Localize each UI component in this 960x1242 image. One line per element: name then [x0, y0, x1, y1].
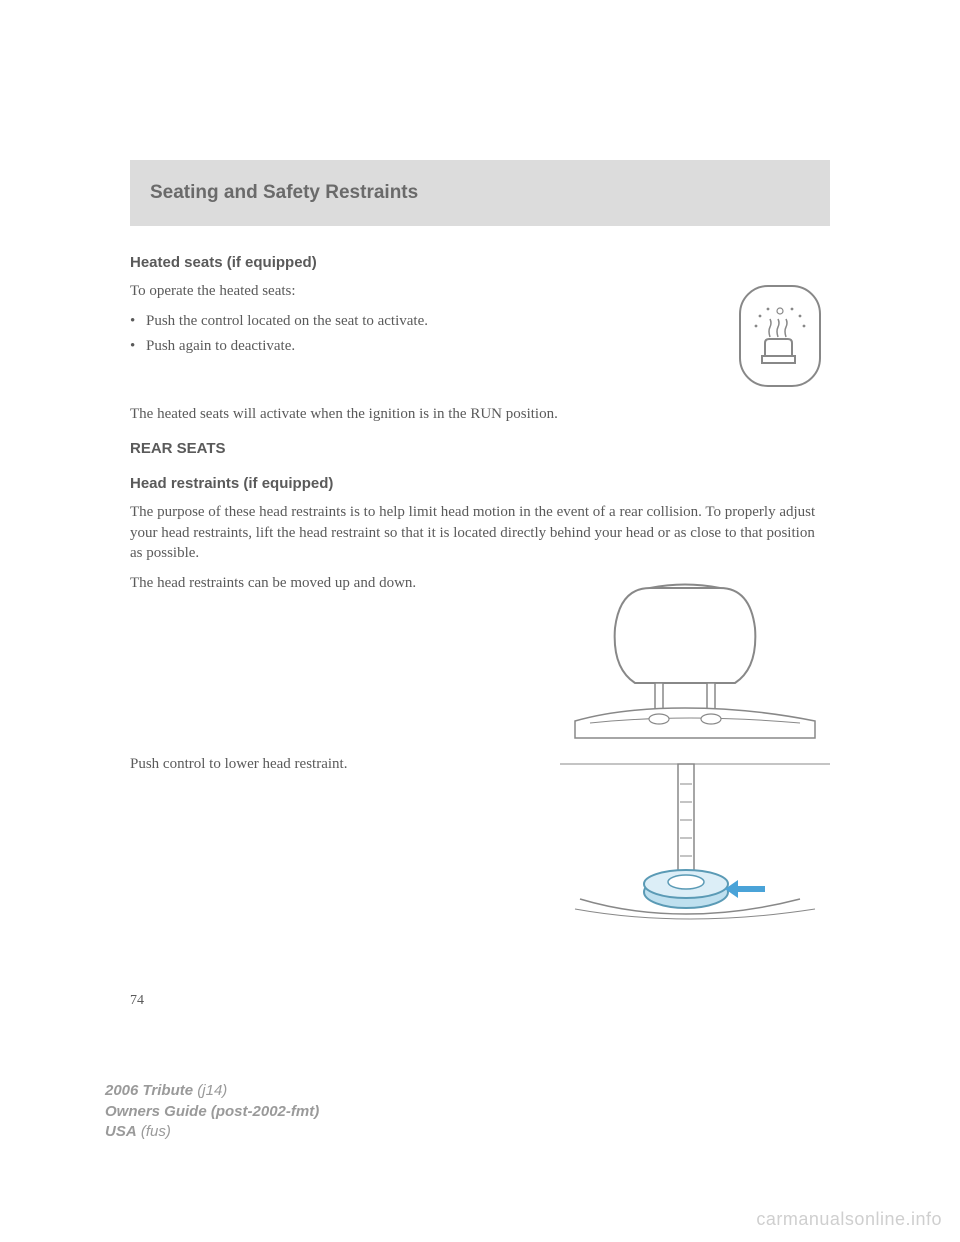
footer-model: 2006 Tribute [105, 1082, 193, 1099]
footer-region: USA [105, 1123, 137, 1140]
watermark: carmanualsonline.info [756, 1209, 942, 1230]
heated-intro: To operate the heated seats: [130, 281, 710, 301]
headrest-lower-illustration [560, 754, 830, 959]
footer: 2006 Tribute (j14) Owners Guide (post-20… [105, 1081, 319, 1142]
headrest-illustration [560, 573, 830, 748]
headrest-lower-row: Push control to lower head restraint. [130, 754, 830, 959]
headrest-lower: Push control to lower head restraint. [130, 754, 540, 774]
headrest-purpose: The purpose of these head restraints is … [130, 502, 830, 563]
footer-model-code: (j14) [197, 1082, 227, 1099]
headrest-move: The head restraints can be moved up and … [130, 573, 540, 593]
headrest-move-row: The head restraints can be moved up and … [130, 573, 830, 748]
section-title: Seating and Safety Restraints [150, 182, 810, 204]
rear-seats-heading: REAR SEATS [130, 440, 830, 457]
heated-bullets: Push the control located on the seat to … [130, 311, 710, 356]
footer-guide: Owners Guide (post-2002-fmt) [105, 1102, 319, 1122]
heated-note: The heated seats will activate when the … [130, 404, 830, 424]
page-content: Seating and Safety Restraints Heated sea… [0, 0, 960, 1009]
heated-seat-icon [730, 281, 830, 396]
section-header: Seating and Safety Restraints [130, 160, 830, 226]
heated-seats-row: To operate the heated seats: Push the co… [130, 281, 830, 396]
page-number: 74 [130, 993, 830, 1009]
bullet-item: Push again to deactivate. [130, 336, 710, 356]
heated-seats-heading: Heated seats (if equipped) [130, 254, 830, 271]
head-restraints-heading: Head restraints (if equipped) [130, 475, 830, 492]
footer-region-code: (fus) [141, 1123, 171, 1140]
bullet-item: Push the control located on the seat to … [130, 311, 710, 331]
